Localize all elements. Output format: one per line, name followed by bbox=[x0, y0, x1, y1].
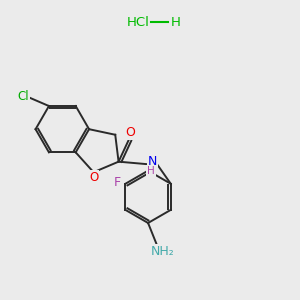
Text: O: O bbox=[125, 126, 135, 139]
Text: H: H bbox=[170, 16, 180, 29]
Text: HCl: HCl bbox=[127, 16, 149, 29]
Text: H: H bbox=[147, 166, 155, 176]
Text: O: O bbox=[89, 171, 98, 184]
Text: F: F bbox=[113, 176, 121, 189]
Text: Cl: Cl bbox=[17, 90, 29, 103]
Text: N: N bbox=[148, 155, 157, 168]
Text: NH₂: NH₂ bbox=[151, 245, 175, 258]
